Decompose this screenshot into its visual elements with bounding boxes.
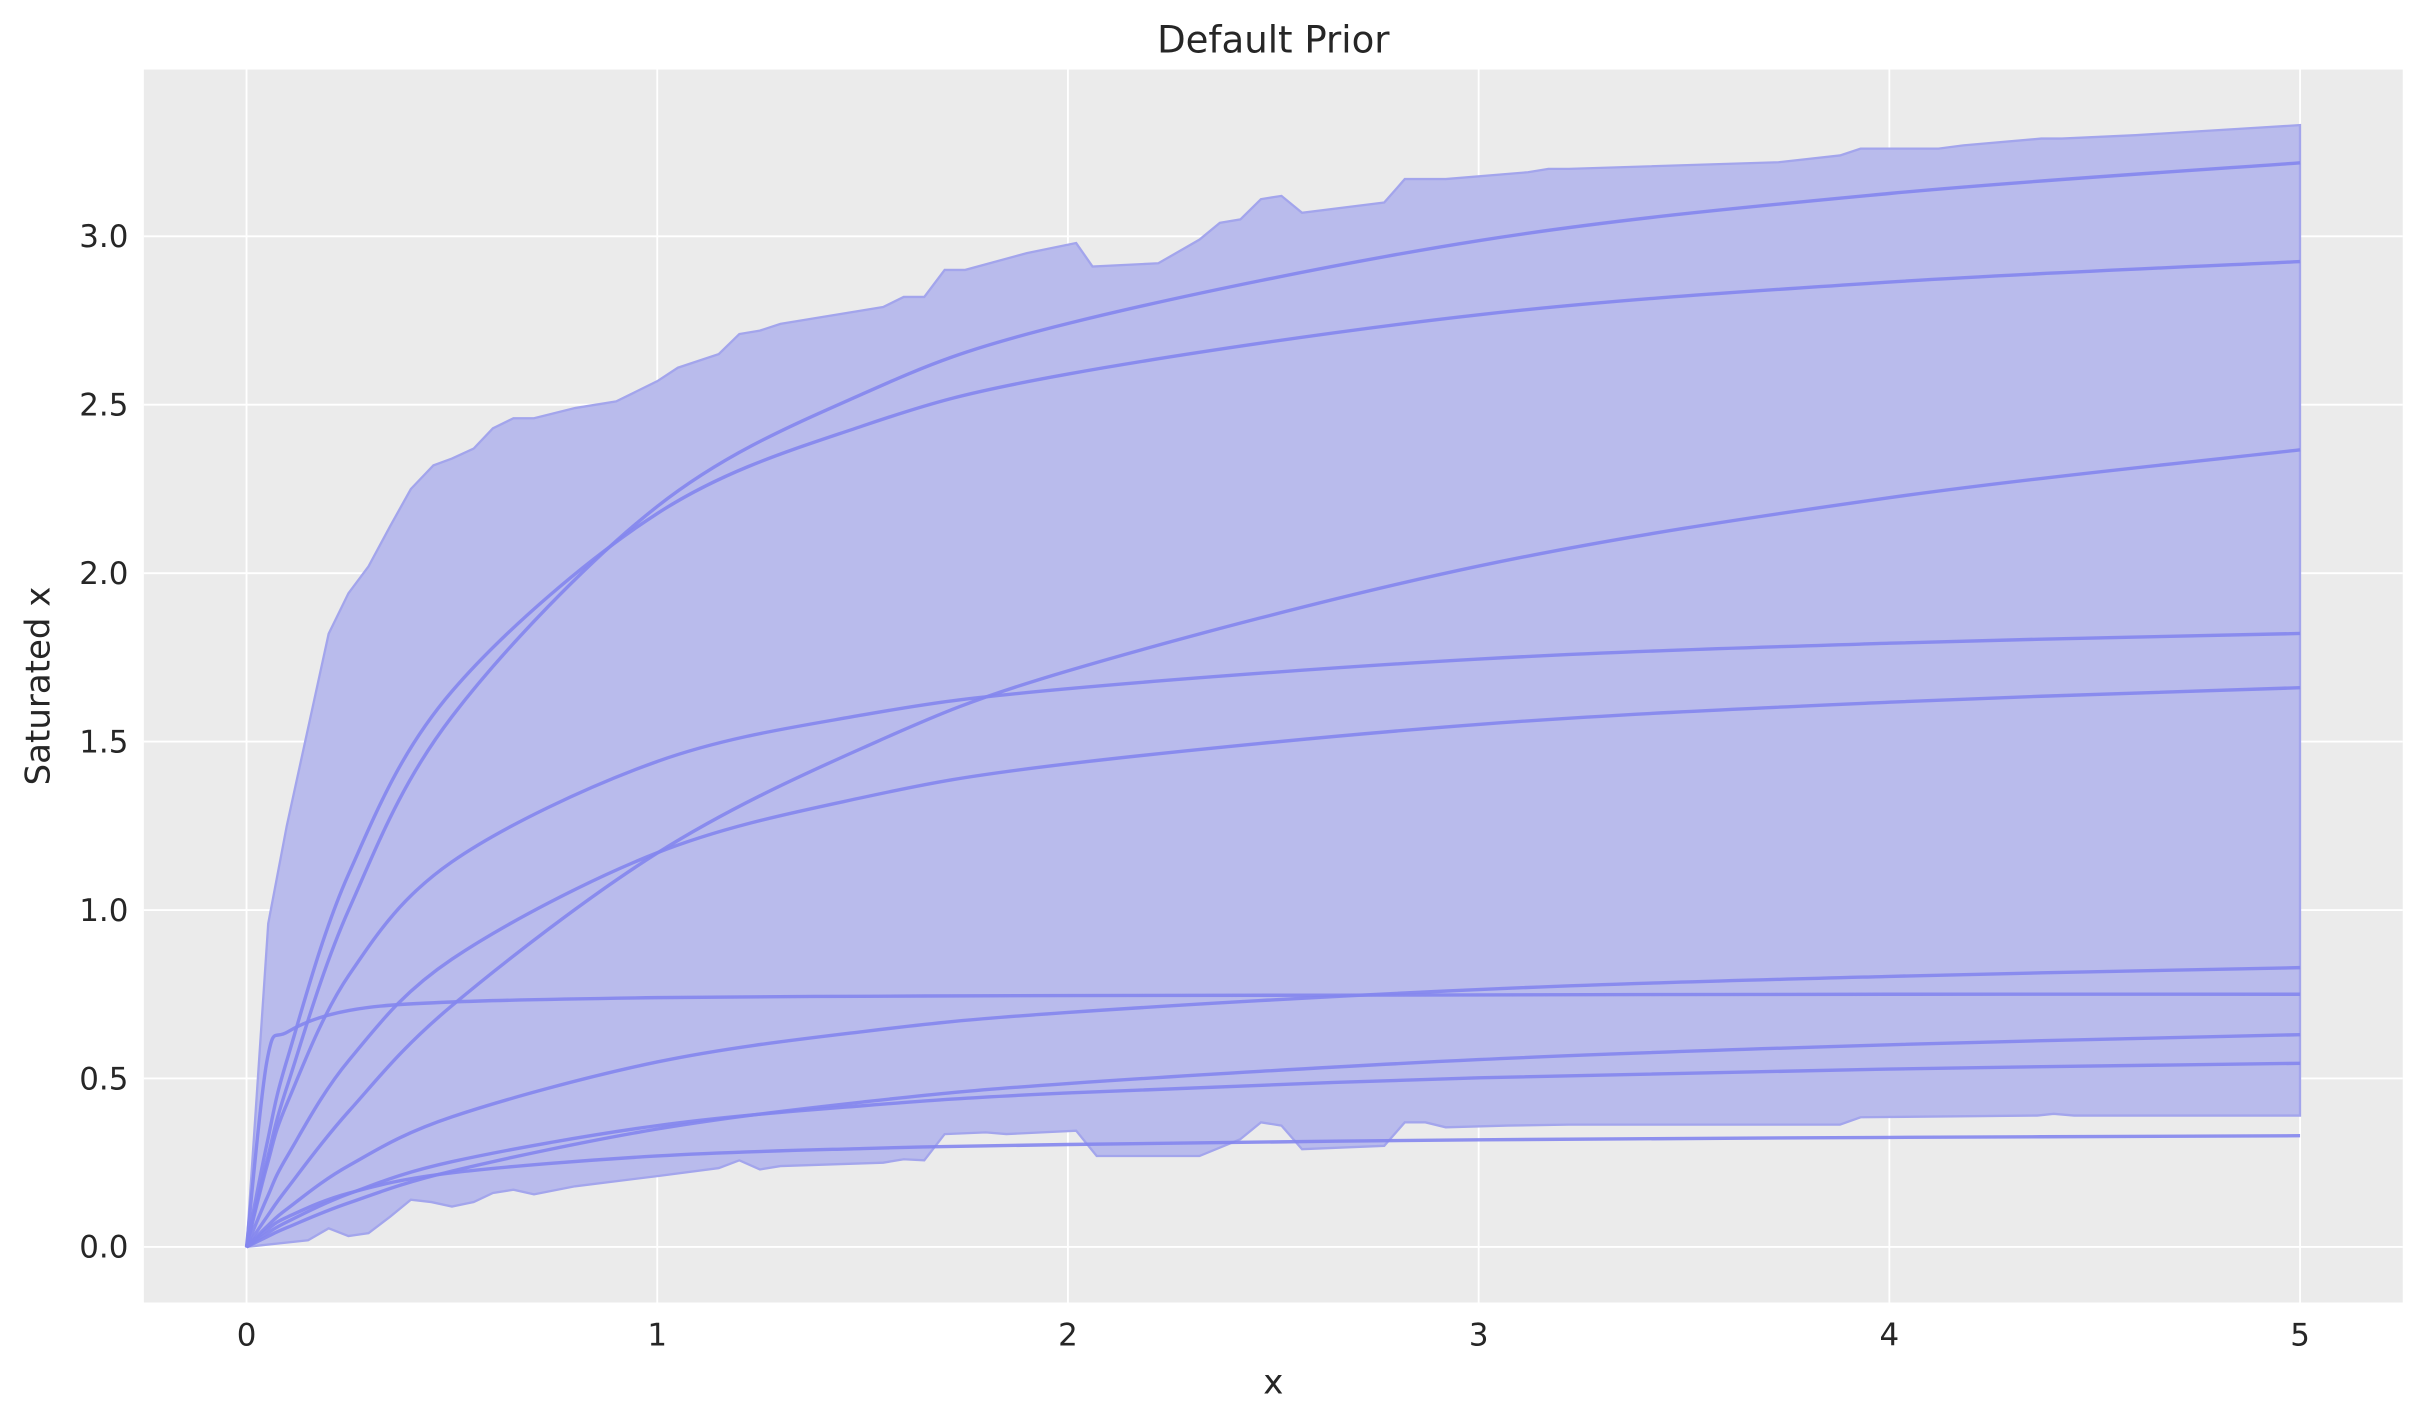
series-line-8 xyxy=(245,1032,2301,1249)
x-tick-label: 2 xyxy=(1058,1318,1078,1354)
series-line-2 xyxy=(244,259,2301,1248)
x-tick-label: 5 xyxy=(2290,1318,2310,1354)
chart-title: Default Prior xyxy=(1157,19,1390,62)
y-tick-label: 0.5 xyxy=(79,1061,128,1097)
y-tick-labels: 0.0 0.5 1.0 1.5 2.0 2.5 3.0 xyxy=(79,219,128,1266)
y-tick-label: 1.5 xyxy=(79,724,128,760)
series-line-9 xyxy=(245,1061,2301,1249)
y-tick-label: 3.0 xyxy=(79,219,128,255)
series-line-7 xyxy=(244,992,2301,1248)
series-lines xyxy=(244,161,2301,1249)
series-line-3 xyxy=(245,448,2301,1248)
series-line-1 xyxy=(244,161,2301,1248)
y-tick-label: 0.0 xyxy=(79,1230,128,1266)
series-line-10 xyxy=(245,1134,2301,1249)
y-tick-label: 2.0 xyxy=(79,556,128,592)
x-tick-label: 4 xyxy=(1880,1318,1900,1354)
series-line-6 xyxy=(245,965,2301,1249)
x-tick-label: 0 xyxy=(237,1318,257,1354)
series-line-5 xyxy=(244,685,2301,1248)
hdi-band xyxy=(245,123,2302,1249)
x-tick-label: 1 xyxy=(647,1318,667,1354)
x-axis-label: x xyxy=(1263,1363,1283,1403)
y-tick-label: 2.5 xyxy=(79,388,128,424)
x-tick-labels: 0 1 2 3 4 5 xyxy=(237,1318,2310,1354)
series-line-4 xyxy=(244,631,2301,1248)
y-tick-label: 1.0 xyxy=(79,893,128,929)
uncertainty-band xyxy=(245,123,2302,1249)
x-tick-label: 3 xyxy=(1469,1318,1489,1354)
y-axis-label: Saturated x xyxy=(19,587,59,786)
